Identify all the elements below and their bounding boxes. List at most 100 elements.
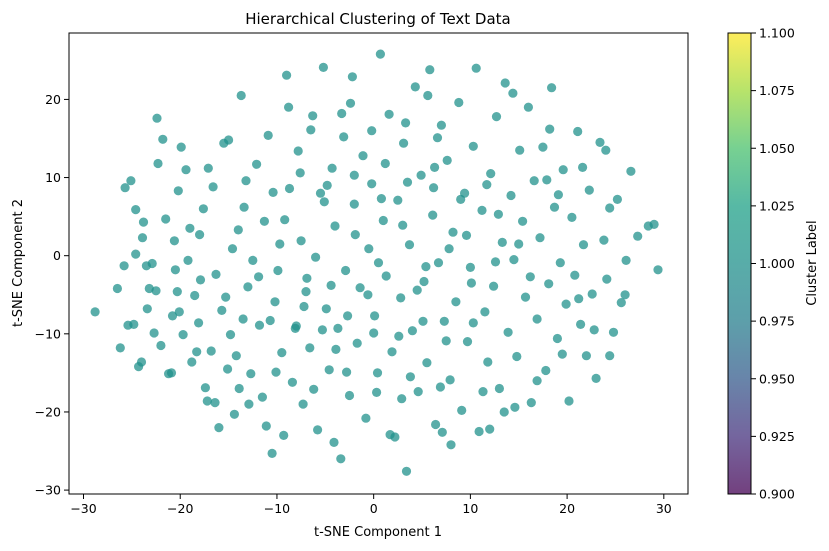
scatter-point [384,109,394,119]
scatter-point [183,255,193,265]
scatter-point [576,319,586,329]
scatter-point [317,325,327,335]
scatter-point [296,236,306,246]
scatter-point [158,134,168,144]
scatter-point [549,202,560,212]
scatter-point [421,262,431,272]
x-tick-label: 30 [656,501,672,516]
scatter-point [393,195,403,205]
scatter-point [363,290,373,300]
scatter-point [503,327,513,337]
scatter-point [431,419,441,430]
scatter-point [233,225,243,235]
scatter-point [490,257,501,267]
scatter-point [578,162,588,172]
scatter-point [422,358,432,368]
scatter-point [217,305,227,315]
scatter-point [535,233,545,243]
scatter-point [387,347,397,357]
scatter-point [298,399,308,409]
scatter-point [435,382,445,392]
scatter-point [372,387,382,397]
colorbar-tick-label: 1.100 [759,26,795,41]
scatter-point [401,118,411,128]
x-axis-label: t-SNE Component 1 [314,525,442,540]
scatter-point [198,204,208,214]
scatter-point [541,365,551,376]
scatter-point [126,176,136,186]
scatter-point [376,194,386,204]
scatter-point [616,298,626,308]
scatter-point [584,185,594,195]
scatter-point [190,290,200,301]
scatter-point [602,274,612,284]
scatter-point [493,209,503,219]
scatter-point [380,158,390,169]
scatter-point [119,261,129,271]
scatter-point [578,240,589,250]
scatter-point [291,321,301,331]
scatter-point [345,98,356,108]
scatter-point [478,387,488,397]
scatter-point [601,145,611,155]
scatter-point [396,293,406,303]
colorbar-tick-label: 1.025 [759,198,795,213]
scatter-point [542,175,552,185]
scatter-point [287,377,297,387]
scatter-point [90,307,100,317]
scatter-point [483,357,493,367]
scatter-point [185,223,195,233]
scatter-point [532,314,542,324]
x-tick-label: 20 [559,501,575,516]
colorbar-tick-label: 1.075 [759,83,795,98]
scatter-point [293,146,303,156]
scatter-point [231,351,241,361]
scatter-point [330,221,340,231]
scatter-point [259,216,269,226]
scatter-point [137,233,148,243]
scatter-point [573,126,583,137]
scatter-point [506,190,516,201]
scatter-point [263,130,273,140]
scatter-point [529,176,539,186]
scatter-point [587,289,597,299]
colorbar-tick-label: 1.000 [759,256,795,271]
scatter-point [318,62,328,72]
y-tick-label: 10 [45,170,61,185]
scatter-point [176,142,186,152]
scatter-point [322,180,332,190]
scatter-point [223,364,233,374]
scatter-point [494,383,504,394]
scatter-point [491,112,502,122]
scatter-point [567,212,577,222]
scatter-point [200,383,210,393]
scatter-point [381,271,391,281]
scatter-point [252,159,262,169]
colorbar-tick-label: 0.975 [759,314,795,329]
scatter-point [153,158,163,169]
x-tick-label: −10 [264,501,290,516]
scatter-point [261,421,271,431]
scatter-point [437,427,447,437]
scatter-point [115,343,125,353]
scatter-point [257,392,267,402]
scatter-point [518,216,528,226]
scatter-point [344,390,355,401]
scatter-point [206,346,216,356]
scatter-point [227,244,238,254]
x-tick-label: 10 [462,501,478,516]
colorbar-tick-label: 1.050 [759,141,795,156]
scatter-point [319,197,329,207]
scatter-point [633,231,643,241]
scatter-point [457,405,467,415]
scatter-point [621,255,631,265]
x-tick-label: 0 [370,501,378,516]
scatter-point [268,187,278,197]
scatter-point [275,239,285,249]
scatter-point [561,299,571,309]
scatter-point [271,367,281,377]
scatter-point [221,292,231,302]
scatter-point [482,180,492,190]
scatter-point [120,183,130,193]
scatter-point [474,426,484,437]
